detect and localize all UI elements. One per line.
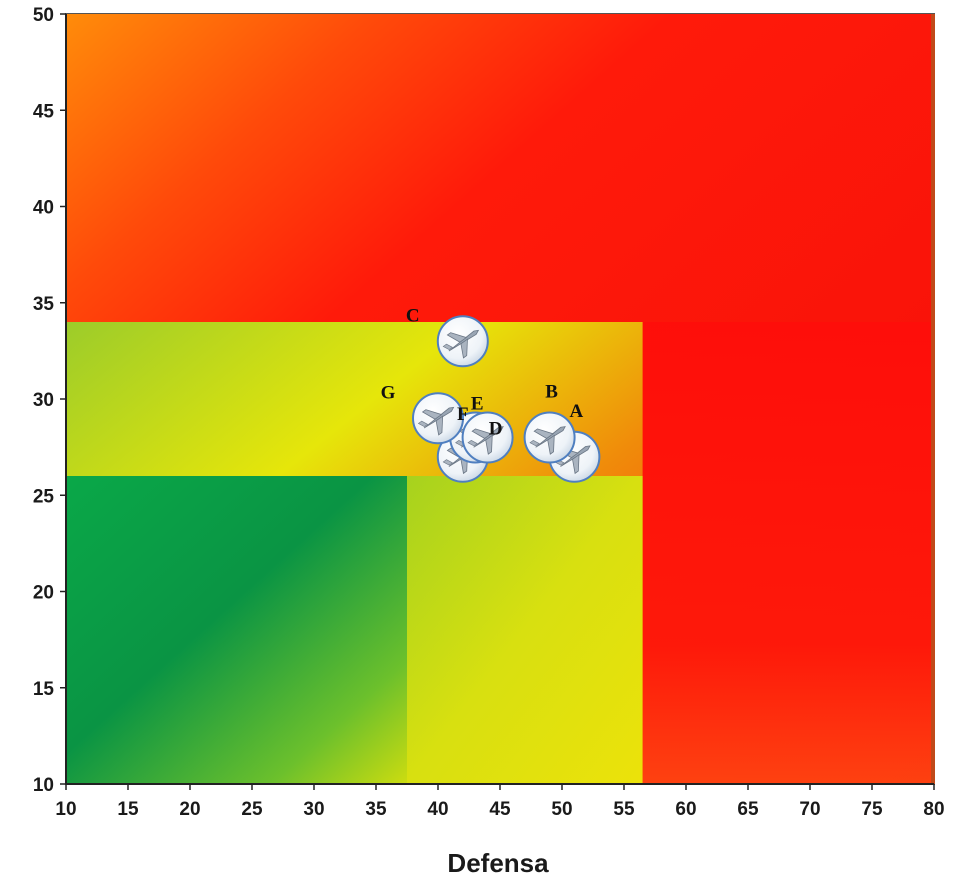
point-label-c: C — [406, 305, 420, 326]
jet-tail — [529, 440, 540, 447]
fighter-jet-icon — [417, 406, 455, 436]
data-points: AB C DEF G — [381, 305, 601, 483]
jet-wing-bottom — [572, 453, 580, 475]
point-label-e: E — [471, 394, 484, 415]
y-tick-label: 45 — [33, 101, 55, 122]
zone-green — [66, 476, 407, 784]
plot-right-edge — [931, 14, 935, 784]
x-tick-label: 60 — [675, 799, 696, 820]
x-tick-label: 10 — [55, 799, 76, 820]
y-tick-label: 20 — [33, 583, 54, 604]
point-label-d: D — [489, 419, 503, 440]
y-tick-label: 35 — [33, 294, 55, 315]
x-tick-label: 25 — [241, 799, 263, 820]
jet-wing-top — [471, 428, 493, 439]
jet-tail — [417, 420, 429, 427]
x-tick-label: 80 — [923, 799, 944, 820]
y-tick-label: 50 — [33, 5, 54, 26]
y-tick-label: 15 — [33, 679, 55, 700]
jet-wing-top — [421, 409, 443, 420]
plot-area — [65, 13, 935, 785]
y-tick-label: 30 — [33, 390, 54, 411]
x-tick-label: 70 — [799, 799, 820, 820]
point-label-a: A — [570, 401, 584, 422]
x-tick-label: 15 — [117, 799, 139, 820]
x-tick-label: 55 — [613, 799, 635, 820]
jet-tail — [467, 440, 478, 447]
x-tick-label: 50 — [551, 799, 572, 820]
x-tick-label: 35 — [365, 799, 387, 820]
jet-tail — [442, 459, 453, 466]
zone-red-lower-right — [642, 322, 934, 784]
x-tick-label: 40 — [427, 799, 448, 820]
jet-wing-bottom — [485, 434, 493, 455]
data-point-g — [412, 392, 464, 445]
zone-yellow-lower — [407, 476, 643, 784]
x-tick-label: 20 — [179, 799, 200, 820]
x-tick-label: 30 — [303, 799, 324, 820]
jet-tail — [442, 343, 453, 350]
x-tick-label: 65 — [737, 799, 759, 820]
fighter-jet-icon — [442, 329, 480, 359]
point-label-b: B — [545, 382, 558, 403]
data-point-b — [523, 411, 576, 464]
y-tick-label: 40 — [33, 198, 54, 219]
jet-wing-top — [446, 332, 468, 343]
data-point-c — [436, 315, 489, 368]
x-axis-title: Defensa — [447, 848, 549, 877]
axes: 10 15 20 25 30 35 40 45 50 55 60 65 70 75 80 10 15 20 25 30… — [33, 5, 945, 820]
data-point-d — [461, 411, 514, 464]
y-tick-label: 10 — [33, 775, 54, 796]
point-label-f: F — [457, 404, 469, 425]
jet-wing-bottom — [435, 415, 444, 436]
jet-wing-top — [533, 428, 555, 439]
fighter-jet-icon — [467, 426, 504, 455]
jet-wing-bottom — [547, 434, 555, 455]
x-tick-label: 45 — [489, 799, 511, 820]
x-tick-label: 75 — [861, 799, 883, 820]
point-label-g: G — [381, 382, 396, 403]
jet-wing-bottom — [460, 338, 468, 359]
y-tick-label: 25 — [33, 486, 55, 507]
fighter-jet-icon — [529, 426, 566, 455]
